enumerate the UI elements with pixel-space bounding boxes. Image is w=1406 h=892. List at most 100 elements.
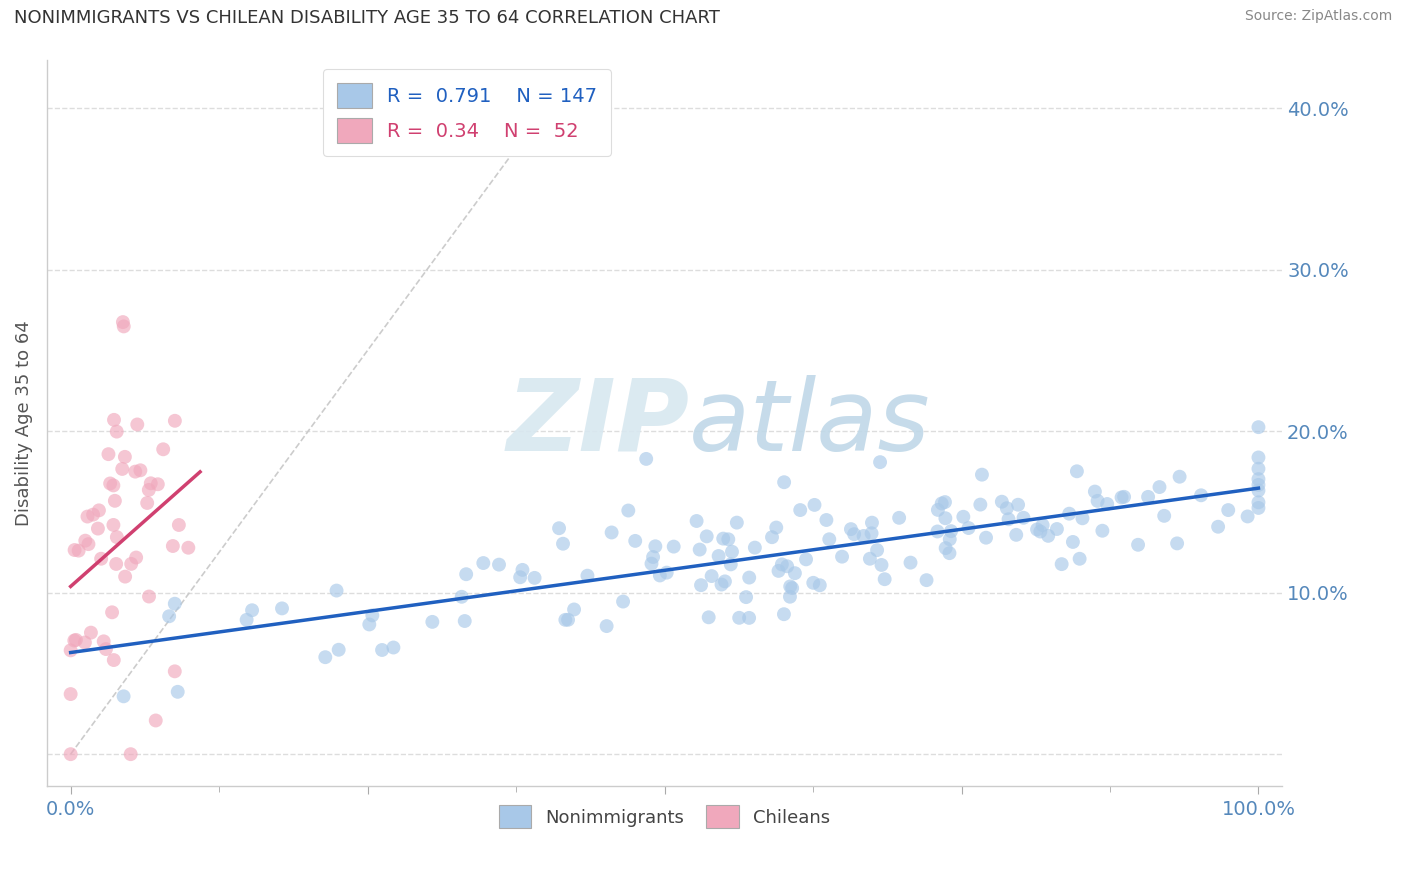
Point xyxy=(509,570,531,584)
Point xyxy=(640,557,662,571)
Point xyxy=(235,613,257,627)
Point xyxy=(125,550,148,565)
Point xyxy=(934,495,956,509)
Point xyxy=(59,687,82,701)
Point xyxy=(512,563,534,577)
Point xyxy=(995,501,1018,516)
Point xyxy=(152,442,174,457)
Point xyxy=(991,494,1014,508)
Point xyxy=(87,522,110,536)
Point xyxy=(97,447,120,461)
Point xyxy=(1247,420,1270,434)
Point xyxy=(1236,509,1258,524)
Point xyxy=(87,503,110,517)
Point xyxy=(935,541,957,555)
Point xyxy=(73,635,96,649)
Point xyxy=(773,607,796,622)
Legend: Nonimmigrants, Chileans: Nonimmigrants, Chileans xyxy=(492,798,838,836)
Point xyxy=(325,583,347,598)
Point xyxy=(103,413,125,427)
Point xyxy=(59,747,82,761)
Point xyxy=(576,568,599,582)
Point xyxy=(554,613,576,627)
Point xyxy=(139,476,162,491)
Point xyxy=(624,533,647,548)
Point xyxy=(831,549,853,564)
Point xyxy=(145,714,167,728)
Point xyxy=(420,615,443,629)
Point xyxy=(1206,520,1229,534)
Point xyxy=(1050,557,1073,571)
Point xyxy=(870,558,893,572)
Point xyxy=(562,602,585,616)
Point xyxy=(776,559,799,574)
Point xyxy=(1247,495,1270,509)
Point xyxy=(166,685,188,699)
Point xyxy=(163,665,186,679)
Point xyxy=(997,512,1019,526)
Point xyxy=(1026,523,1049,537)
Point xyxy=(714,574,737,589)
Point xyxy=(689,542,711,557)
Point xyxy=(548,521,571,535)
Point xyxy=(77,537,100,551)
Point xyxy=(744,541,766,555)
Point xyxy=(873,572,896,586)
Point xyxy=(844,527,866,541)
Point xyxy=(710,577,733,591)
Point xyxy=(162,539,184,553)
Point xyxy=(690,578,713,592)
Point xyxy=(146,477,169,491)
Point xyxy=(859,551,882,566)
Point xyxy=(794,552,817,566)
Point xyxy=(643,549,665,564)
Point xyxy=(1087,494,1109,508)
Point xyxy=(551,537,574,551)
Point xyxy=(735,590,758,604)
Point xyxy=(129,463,152,477)
Point xyxy=(801,575,824,590)
Point xyxy=(1112,490,1135,504)
Point xyxy=(136,496,159,510)
Point xyxy=(163,414,186,428)
Point xyxy=(939,533,962,547)
Point xyxy=(768,564,790,578)
Point xyxy=(711,532,734,546)
Point xyxy=(240,603,263,617)
Point xyxy=(900,556,922,570)
Point xyxy=(915,573,938,587)
Point xyxy=(157,609,180,624)
Point xyxy=(839,522,862,536)
Point xyxy=(124,465,146,479)
Point xyxy=(939,524,962,538)
Point xyxy=(974,531,997,545)
Point xyxy=(111,462,134,476)
Point xyxy=(63,543,86,558)
Point xyxy=(780,581,803,595)
Point xyxy=(815,513,838,527)
Point xyxy=(779,579,801,593)
Point xyxy=(869,455,891,469)
Point xyxy=(803,498,825,512)
Point xyxy=(76,509,98,524)
Point xyxy=(167,518,190,533)
Point xyxy=(720,558,742,572)
Point xyxy=(163,597,186,611)
Point xyxy=(371,643,394,657)
Point xyxy=(866,543,889,558)
Point xyxy=(612,594,634,608)
Point xyxy=(1137,490,1160,504)
Point xyxy=(636,451,658,466)
Point xyxy=(860,526,883,541)
Point xyxy=(1247,461,1270,475)
Point xyxy=(105,557,128,571)
Point xyxy=(970,467,993,482)
Point xyxy=(1247,472,1270,486)
Point xyxy=(595,619,617,633)
Point xyxy=(114,450,136,464)
Point xyxy=(927,503,949,517)
Point xyxy=(127,417,149,432)
Point xyxy=(1189,488,1212,502)
Point xyxy=(931,496,953,510)
Point xyxy=(1247,450,1270,465)
